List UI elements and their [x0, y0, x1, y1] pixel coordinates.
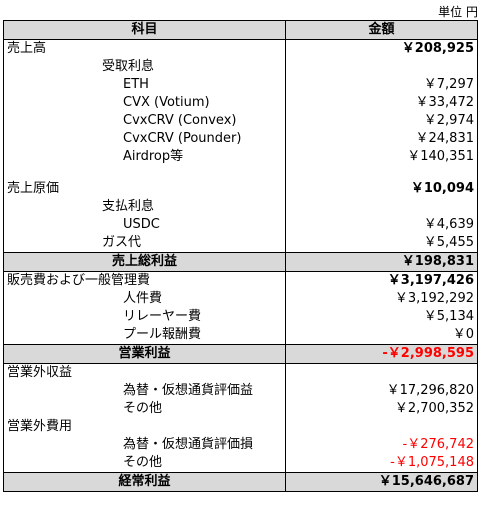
table-row: USDC ￥4,639: [3, 216, 478, 234]
row-label: 売上総利益: [3, 252, 286, 272]
row-value: ￥10,094: [285, 180, 478, 198]
row-value: ￥15,646,687: [285, 472, 478, 492]
table-row: CvxCRV (Pounder) ￥24,831: [3, 130, 478, 148]
row-value: [285, 363, 478, 382]
table-row: 人件費 ￥3,192,292: [3, 290, 478, 308]
row-label: 営業外収益: [3, 363, 286, 382]
row-value: ￥0: [285, 326, 478, 345]
table-row: 売上高 ￥208,925: [3, 39, 478, 58]
table-row: 支払利息: [3, 198, 478, 216]
row-value: ￥4,639: [285, 216, 478, 234]
row-label: リレーヤー費: [3, 308, 286, 326]
row-label: その他: [3, 454, 286, 473]
total-row: 経常利益 ￥15,646,687: [3, 472, 478, 492]
table-body: 売上高 ￥208,925 受取利息 ETH ￥7,297 CVX (Votium) ￥33,…: [3, 39, 478, 492]
income-statement-table: 科目 金額 売上高 ￥208,925 受取利息 ETH ￥7,297 CVX (Votiu…: [3, 20, 478, 492]
total-row: 営業利益 -￥2,998,595: [3, 344, 478, 364]
row-value: ￥24,831: [285, 130, 478, 148]
table-row: ガス代 ￥5,455: [3, 234, 478, 253]
header-item: 科目: [3, 20, 286, 40]
row-value: ￥2,700,352: [285, 400, 478, 418]
row-value: ￥17,296,820: [285, 382, 478, 400]
table-row: プール報酬費 ￥0: [3, 326, 478, 345]
row-value: -￥1,075,148: [285, 454, 478, 473]
row-label: USDC: [3, 216, 286, 234]
row-label: 為替・仮想通貨評価損: [3, 436, 286, 454]
row-value: [285, 418, 478, 436]
header-row: 科目 金額: [3, 20, 478, 40]
header-amount: 金額: [285, 20, 478, 40]
row-value: ￥7,297: [285, 76, 478, 94]
total-row: 売上総利益 ￥198,831: [3, 252, 478, 272]
row-value: [285, 166, 478, 180]
table-row: 販売費および一般管理費 ￥3,197,426: [3, 271, 478, 290]
table-row: リレーヤー費 ￥5,134: [3, 308, 478, 326]
table-row: その他 ￥2,700,352: [3, 400, 478, 418]
row-label: Airdrop等: [3, 148, 286, 166]
row-label: ガス代: [3, 234, 286, 253]
row-value: ￥5,455: [285, 234, 478, 253]
row-value: -￥2,998,595: [285, 344, 478, 364]
row-label: その他: [3, 400, 286, 418]
row-value: ￥2,974: [285, 112, 478, 130]
table-row: 売上原価 ￥10,094: [3, 180, 478, 198]
row-value: ￥5,134: [285, 308, 478, 326]
table-row: 為替・仮想通貨評価損 -￥276,742: [3, 436, 478, 454]
row-value: ￥208,925: [285, 39, 478, 58]
table-row: CVX (Votium) ￥33,472: [3, 94, 478, 112]
row-label: 営業利益: [3, 344, 286, 364]
table-row: [3, 166, 478, 180]
row-label: ETH: [3, 76, 286, 94]
row-label: 経常利益: [3, 472, 286, 492]
row-label: 支払利息: [3, 198, 286, 216]
row-value: ￥3,192,292: [285, 290, 478, 308]
row-label: プール報酬費: [3, 326, 286, 345]
row-value: ￥33,472: [285, 94, 478, 112]
row-label: [3, 166, 286, 180]
table-row: Airdrop等 ￥140,351: [3, 148, 478, 166]
table-row: 営業外費用: [3, 418, 478, 436]
row-label: 受取利息: [3, 58, 286, 76]
row-label: 売上高: [3, 39, 286, 58]
table-row: CvxCRV (Convex) ￥2,974: [3, 112, 478, 130]
table-row: 受取利息: [3, 58, 478, 76]
table-row: 営業外収益: [3, 363, 478, 382]
row-label: CvxCRV (Pounder): [3, 130, 286, 148]
row-label: CvxCRV (Convex): [3, 112, 286, 130]
table-row: ETH ￥7,297: [3, 76, 478, 94]
row-label: 売上原価: [3, 180, 286, 198]
unit-label: 単位 円: [438, 5, 478, 19]
table-row: 為替・仮想通貨評価益 ￥17,296,820: [3, 382, 478, 400]
row-label: 為替・仮想通貨評価益: [3, 382, 286, 400]
row-label: 人件費: [3, 290, 286, 308]
row-value: -￥276,742: [285, 436, 478, 454]
row-label: 販売費および一般管理費: [3, 271, 286, 290]
row-value: ￥198,831: [285, 252, 478, 272]
row-value: [285, 198, 478, 216]
row-value: ￥140,351: [285, 148, 478, 166]
table-row: その他 -￥1,075,148: [3, 454, 478, 473]
row-label: 営業外費用: [3, 418, 286, 436]
row-label: CVX (Votium): [3, 94, 286, 112]
row-value: ￥3,197,426: [285, 271, 478, 290]
row-value: [285, 58, 478, 76]
